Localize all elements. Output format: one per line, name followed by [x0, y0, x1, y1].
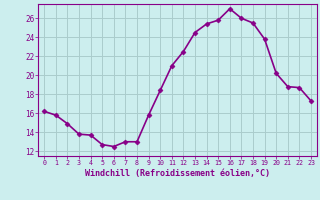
X-axis label: Windchill (Refroidissement éolien,°C): Windchill (Refroidissement éolien,°C)	[85, 169, 270, 178]
